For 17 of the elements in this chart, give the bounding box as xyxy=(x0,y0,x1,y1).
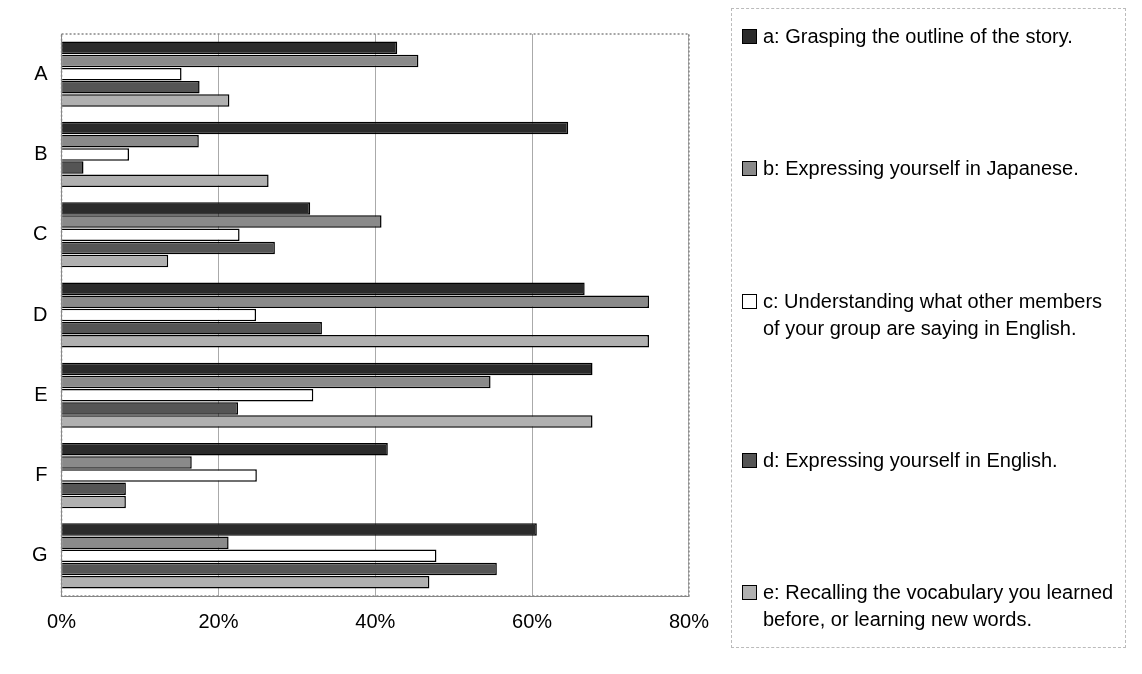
x-tick-label: 40% xyxy=(355,609,396,632)
y-tick-label: D xyxy=(33,302,48,325)
x-tick-label: 80% xyxy=(668,609,710,632)
x-tick-label: 20% xyxy=(198,609,239,632)
legend-label: a: Grasping the outline of the story. xyxy=(763,24,1073,49)
y-tick-label: C xyxy=(33,222,48,245)
y-tick-label: G xyxy=(31,543,48,566)
x-tick-label: 0% xyxy=(47,609,77,632)
y-tick-label: E xyxy=(34,382,48,405)
y-tick-label: B xyxy=(34,141,48,164)
legend-label: d: Expressing yourself in English. xyxy=(763,447,1058,473)
text: c: Understanding what other members of your group are saying in English. xyxy=(763,288,1104,341)
legend-label: e: Recalling the vocabulary you learned before, or learning new words. xyxy=(763,580,1115,632)
y-tick-label: F xyxy=(35,463,48,486)
x-tick-label: 60% xyxy=(512,609,553,632)
legend-label: b: Expressing yourself in Japanese. xyxy=(763,156,1079,182)
y-tick-label: A xyxy=(34,61,49,84)
